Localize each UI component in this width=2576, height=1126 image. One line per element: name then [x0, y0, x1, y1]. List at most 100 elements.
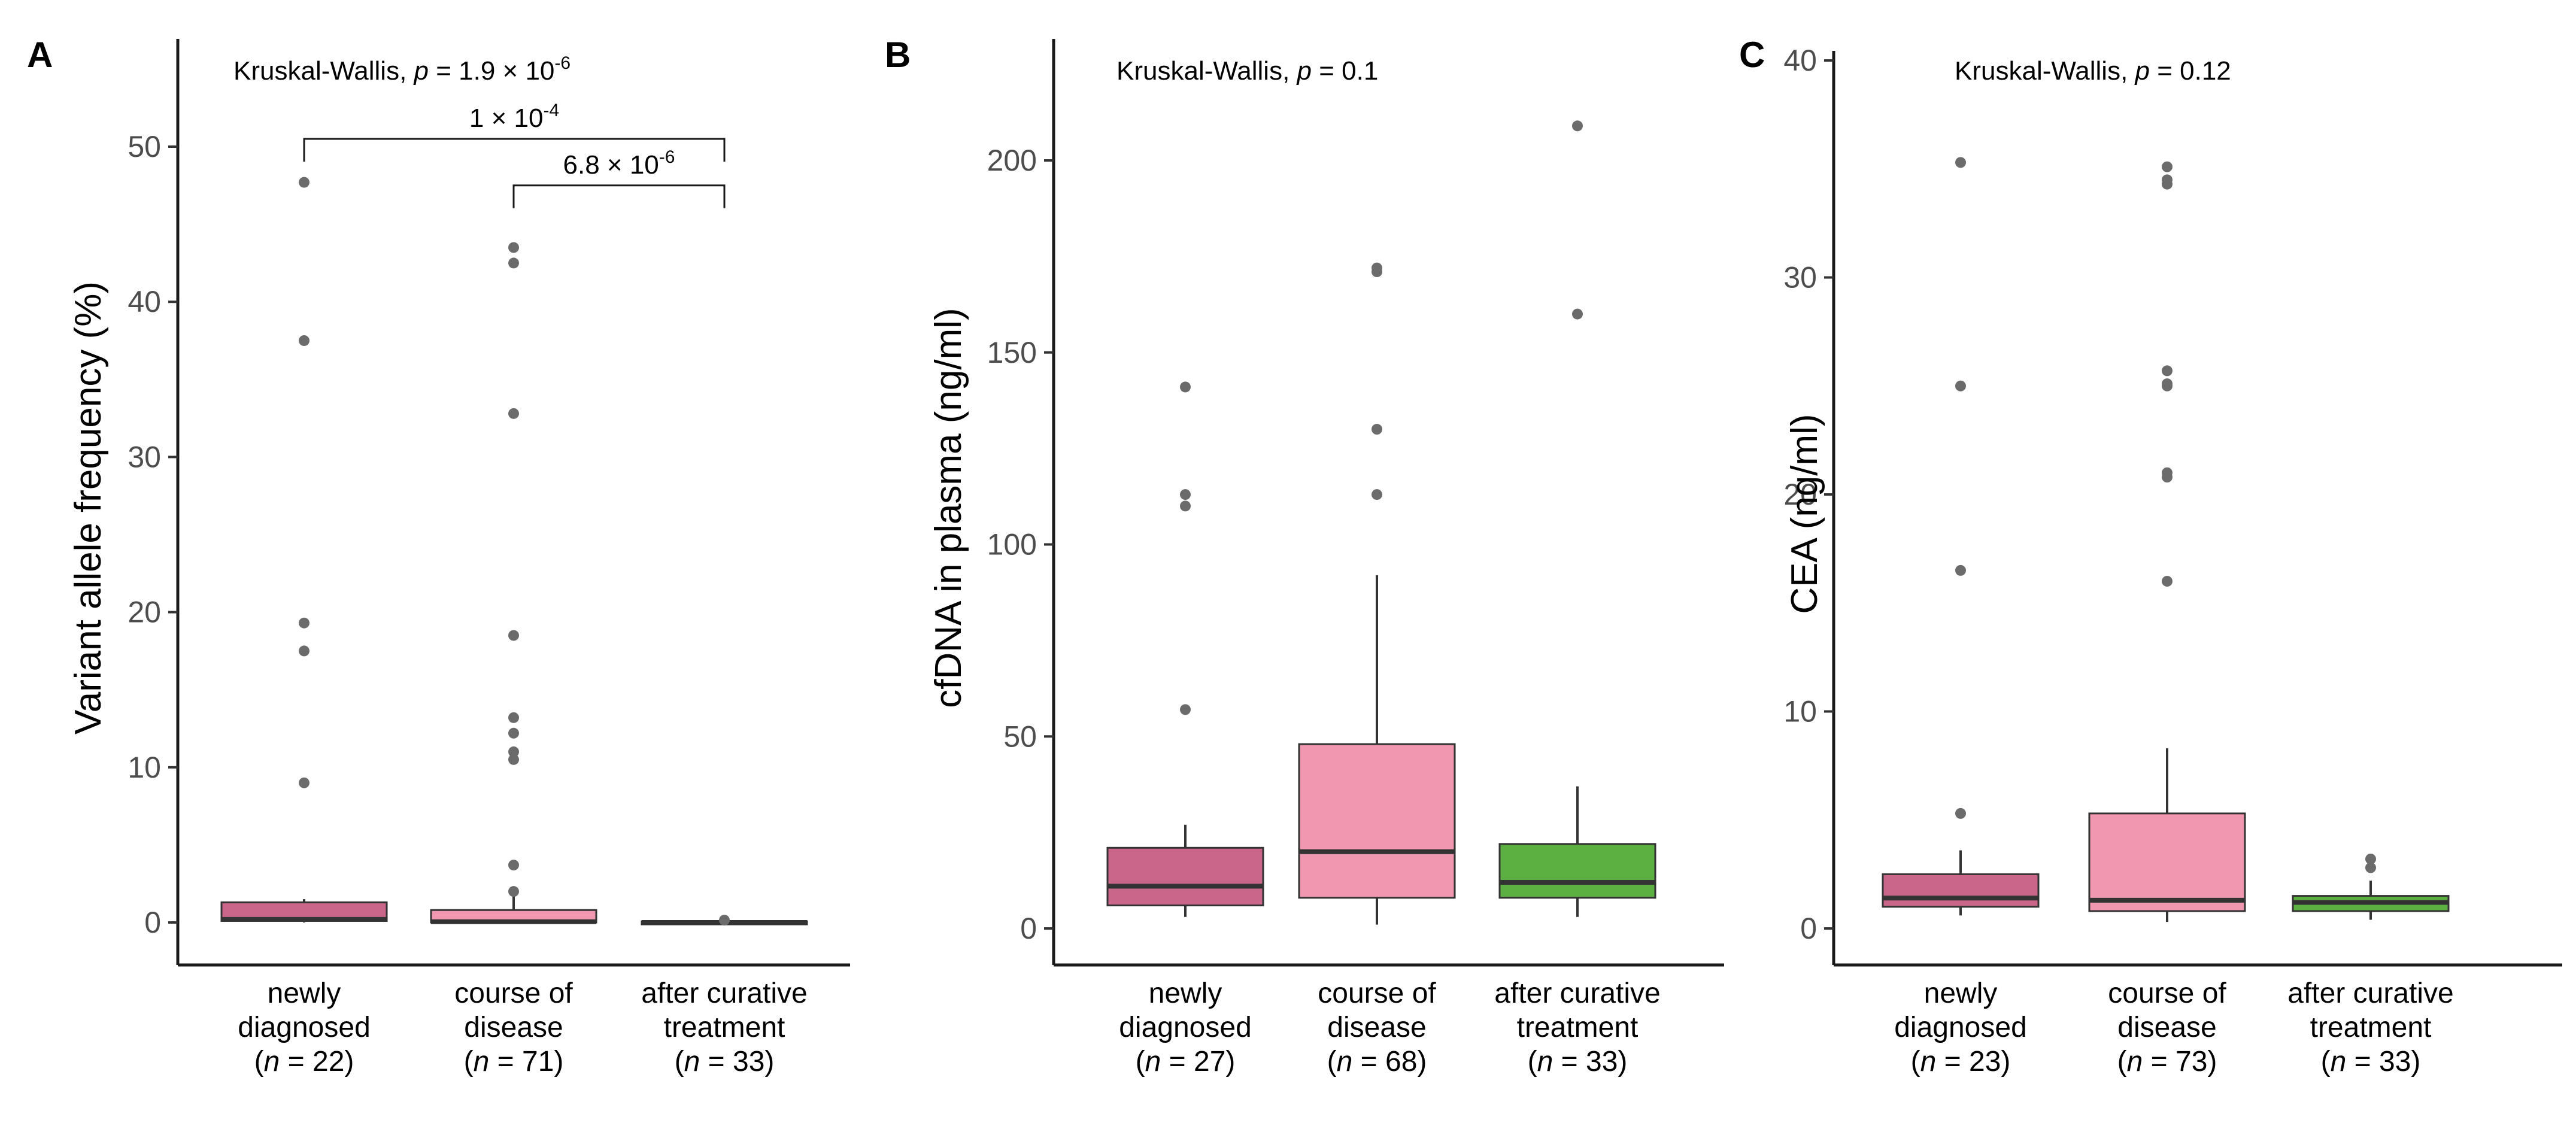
box-iqr [2088, 812, 2246, 912]
x-category-n: (n = 22) [254, 1046, 354, 1078]
outlier-point [1372, 424, 1382, 435]
y-tick-label: 150 [987, 336, 1037, 369]
bracket-exponent: -4 [543, 101, 559, 120]
outlier-point [1180, 489, 1191, 500]
y-tick-label: 0 [1800, 912, 1817, 945]
outlier-point [1372, 262, 1382, 274]
kw-value: = 0.1 [1312, 56, 1378, 86]
kw-p-symbol: p [1296, 56, 1312, 86]
bracket-line [303, 138, 726, 162]
outlier-point [299, 645, 310, 657]
y-tick-label: 10 [1783, 695, 1817, 729]
outlier-point [2162, 467, 2173, 478]
x-category-label: newly [1149, 978, 1222, 1009]
x-category-n: (n = 73) [2117, 1046, 2217, 1078]
kruskal-wallis-label: Kruskal-Wallis, p = 0.12 [1955, 56, 2231, 86]
bracket-line [512, 184, 726, 208]
n-count: = 73) [2143, 1046, 2217, 1078]
n-count: = 27) [1161, 1046, 1235, 1078]
outlier-point [1572, 120, 1583, 132]
bracket-mantissa: 6.8 × 10 [563, 150, 659, 180]
n-symbol: n [684, 1046, 700, 1078]
n-open: ( [464, 1046, 474, 1078]
x-category-label: newly [268, 978, 341, 1009]
outlier-point [299, 617, 310, 629]
y-tick-label: 20 [1783, 478, 1817, 511]
n-symbol: n [2331, 1046, 2347, 1078]
outlier-point [1955, 808, 1966, 819]
outlier-point [508, 727, 519, 739]
x-category-label: course of [2108, 978, 2226, 1009]
outlier-point [508, 754, 519, 765]
x-category-label: disease [2117, 1012, 2216, 1043]
n-symbol: n [1537, 1046, 1554, 1078]
x-category-n: (n = 33) [2321, 1046, 2421, 1078]
kw-value: = 1.9 × 10 [429, 56, 554, 86]
x-category-label: treatment [664, 1012, 785, 1043]
x-category-label: diagnosed [1894, 1012, 2027, 1043]
x-category-label: disease [464, 1012, 563, 1043]
n-count: = 33) [2346, 1046, 2420, 1078]
y-tick-label: 50 [128, 130, 161, 163]
outlier-point [1180, 500, 1191, 512]
kw-prefix: Kruskal-Wallis, [1116, 56, 1297, 86]
panel-letter: C [1739, 35, 1765, 75]
outlier-point [2162, 365, 2173, 377]
x-category-label: course of [1318, 978, 1436, 1009]
n-symbol: n [2127, 1046, 2143, 1078]
outlier-point [508, 630, 519, 641]
n-count: = 68) [1352, 1046, 1427, 1078]
x-category-n: (n = 71) [464, 1046, 564, 1078]
y-tick-label: 30 [1783, 261, 1817, 295]
outlier-point [1955, 380, 1966, 391]
box-iqr [1498, 843, 1656, 899]
outlier-point [1955, 157, 1966, 168]
y-axis-title: CEA (ng/ml) [1784, 414, 1825, 614]
outlier-point [508, 712, 519, 723]
outlier-point [2162, 161, 2173, 172]
x-category-n: (n = 33) [675, 1046, 775, 1078]
outlier-point [1955, 564, 1966, 576]
x-category-label: diagnosed [1119, 1012, 1252, 1043]
outlier-point [1180, 704, 1191, 715]
panel-A: A 0 10 20 30 40 50 Variant allele frequency (%)… [27, 35, 850, 1078]
box-iqr [1298, 743, 1456, 899]
outlier-point [299, 177, 310, 188]
x-category-label: diagnosed [238, 1012, 371, 1043]
x-category-label: after curative [641, 978, 807, 1009]
kw-exponent: -6 [554, 53, 571, 73]
y-tick-label: 30 [128, 440, 161, 474]
n-open: ( [675, 1046, 684, 1078]
y-tick-label: 200 [987, 144, 1037, 177]
panel-letter: B [885, 35, 911, 75]
n-symbol: n [474, 1046, 490, 1078]
n-symbol: n [1337, 1046, 1353, 1078]
outlier-point [508, 886, 519, 897]
n-symbol: n [264, 1046, 280, 1078]
y-tick-label: 20 [128, 596, 161, 629]
n-open: ( [1327, 1046, 1337, 1078]
kw-prefix: Kruskal-Wallis, [1955, 56, 2135, 86]
outlier-point [1372, 489, 1382, 500]
outlier-point [2162, 378, 2173, 390]
kruskal-wallis-label: Kruskal-Wallis, p = 0.1 [1116, 56, 1378, 86]
x-category-label: course of [454, 978, 573, 1009]
x-category-n: (n = 27) [1136, 1046, 1236, 1078]
kw-prefix: Kruskal-Wallis, [233, 56, 414, 86]
outlier-point [2162, 576, 2173, 587]
y-tick-label: 100 [987, 528, 1037, 562]
outlier-point [1572, 308, 1583, 320]
outlier-point [2365, 854, 2376, 864]
outlier-point [299, 777, 310, 788]
y-axis-title: Variant allele frequency (%) [68, 281, 109, 735]
n-count: = 33) [1553, 1046, 1627, 1078]
outlier-point [508, 257, 519, 269]
n-open: ( [1911, 1046, 1920, 1078]
n-count: = 22) [280, 1046, 354, 1078]
